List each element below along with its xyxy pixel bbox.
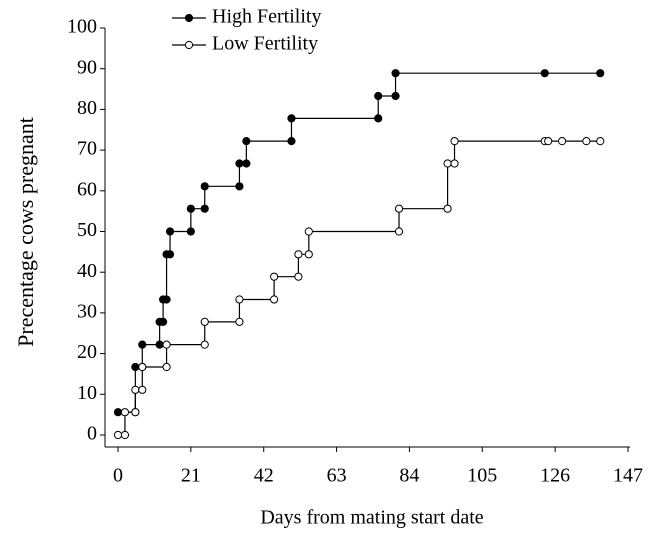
x-tick-label: 63: [327, 465, 347, 487]
data-point: [374, 91, 383, 101]
data-point: [596, 137, 605, 146]
series-line: [118, 72, 601, 413]
y-tick-label: 100: [67, 16, 97, 38]
y-axis-label: Precentage cows pregnant: [13, 117, 38, 347]
data-point: [304, 227, 313, 236]
y-tick-label: 50: [77, 219, 97, 241]
y-tick-label: 70: [77, 138, 97, 160]
data-point: [162, 340, 171, 349]
data-point: [120, 408, 130, 417]
data-point: [120, 430, 130, 440]
data-point: [159, 317, 168, 326]
data-point: [391, 91, 400, 101]
x-tick-label: 147: [613, 465, 643, 487]
data-point: [450, 137, 459, 146]
data-point: [200, 204, 209, 213]
y-tick-label: 60: [77, 178, 97, 200]
y-tick-label: 30: [77, 300, 97, 322]
x-tick-label: 42: [254, 465, 274, 487]
data-point: [443, 204, 452, 213]
data-point: [287, 114, 296, 123]
y-tick-label: 20: [77, 341, 97, 363]
data-point: [200, 182, 209, 191]
data-point: [113, 408, 123, 417]
x-tick-label: 0: [113, 465, 123, 487]
data-point: [596, 69, 605, 78]
data-point: [394, 204, 404, 213]
legend-marker: [184, 13, 194, 23]
data-point: [443, 159, 452, 168]
y-tick-label: 0: [87, 423, 97, 445]
data-point: [138, 362, 147, 372]
data-point: [186, 204, 195, 213]
data-point: [131, 408, 140, 417]
data-point: [540, 69, 549, 78]
x-axis-label: Days from mating start date: [260, 507, 483, 529]
data-point: [394, 227, 404, 236]
data-point: [155, 340, 164, 349]
data-point: [200, 317, 209, 326]
data-point: [304, 250, 313, 259]
data-point: [287, 137, 296, 146]
x-tick-label: 105: [467, 465, 497, 487]
data-point: [200, 340, 209, 349]
data-point: [557, 137, 567, 146]
data-point: [242, 159, 251, 168]
data-point: [270, 272, 279, 281]
data-point: [391, 69, 400, 78]
data-point: [235, 295, 244, 304]
data-point: [235, 159, 244, 168]
data-point: [131, 385, 140, 394]
data-point: [235, 317, 244, 326]
x-tick-label: 21: [181, 465, 201, 487]
legend-label: Low Fertility: [212, 33, 318, 55]
data-point: [165, 227, 175, 236]
data-point: [186, 227, 195, 236]
data-point: [270, 295, 279, 304]
data-point: [165, 250, 175, 259]
data-point: [374, 114, 383, 123]
data-point: [294, 272, 303, 281]
data-point: [294, 250, 303, 259]
data-point: [582, 137, 591, 146]
data-point: [242, 137, 251, 146]
data-point: [113, 430, 123, 440]
data-point: [162, 362, 171, 372]
data-point: [138, 340, 147, 349]
x-tick-label: 84: [399, 465, 419, 487]
data-point: [131, 362, 140, 372]
data-point: [138, 385, 147, 394]
legend-marker: [184, 40, 194, 50]
legend-label: High Fertility: [212, 6, 321, 28]
y-tick-label: 10: [77, 382, 97, 404]
x-tick-label: 126: [540, 465, 570, 487]
y-tick-label: 80: [77, 97, 97, 119]
y-tick-label: 40: [77, 260, 97, 282]
series-line: [118, 140, 601, 436]
y-tick-label: 90: [77, 56, 97, 78]
data-point: [235, 182, 244, 191]
data-point: [544, 137, 553, 146]
data-point: [162, 295, 171, 304]
data-point: [450, 159, 459, 168]
